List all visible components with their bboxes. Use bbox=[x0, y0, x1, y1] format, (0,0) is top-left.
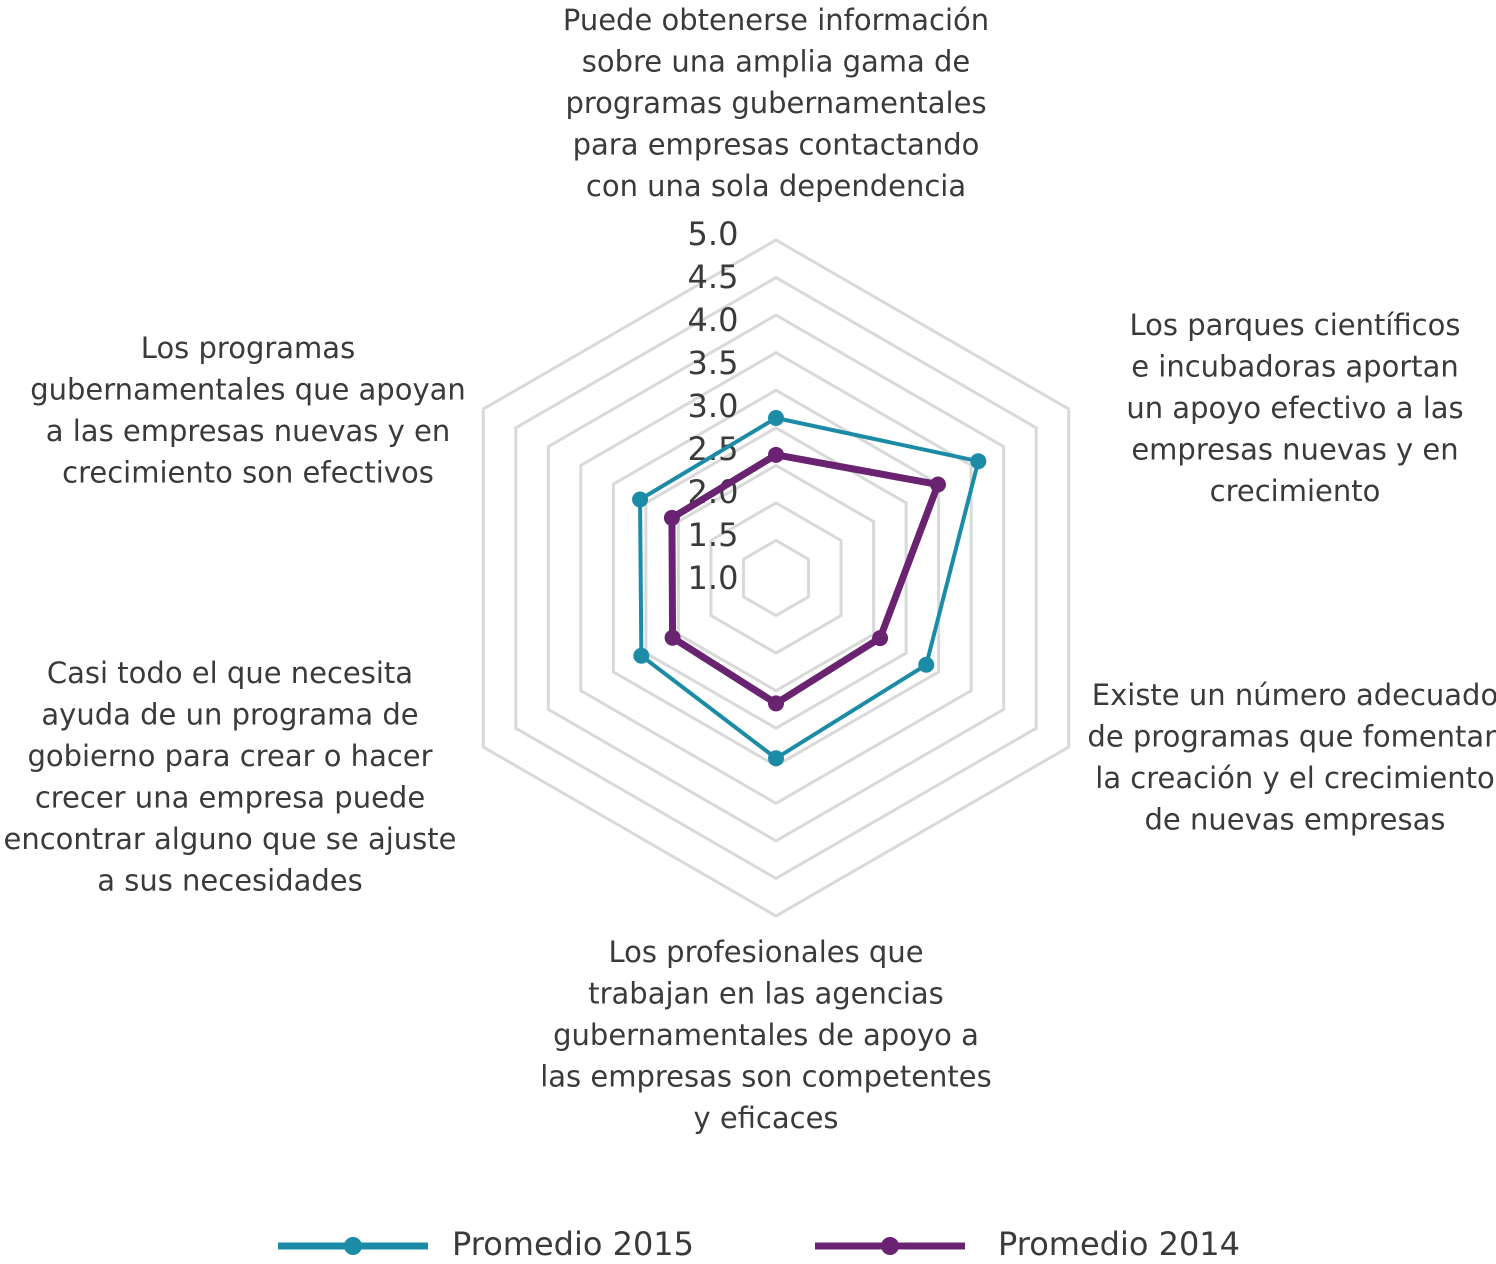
axis-label: Puede obtenerse información bbox=[563, 3, 989, 37]
axis-label: trabajan en las agencias bbox=[588, 977, 944, 1011]
axis-label: sobre una amplia gama de bbox=[582, 45, 971, 79]
data-point bbox=[664, 629, 681, 646]
data-point bbox=[633, 647, 650, 664]
axis-label: con una sola dependencia bbox=[586, 169, 966, 203]
grid-ring bbox=[481, 238, 1071, 918]
data-point bbox=[768, 695, 784, 712]
grid-ring bbox=[514, 275, 1038, 881]
axis-label: para empresas contactando bbox=[573, 128, 980, 162]
data-point bbox=[768, 446, 784, 463]
axis-label: Los programas bbox=[141, 331, 355, 365]
axis-label: programas gubernamentales bbox=[565, 86, 986, 120]
data-point bbox=[768, 750, 784, 767]
data-point bbox=[632, 491, 649, 508]
grid-ring bbox=[546, 313, 1006, 843]
tick-label: 1.0 bbox=[688, 559, 739, 597]
tick-label: 2.5 bbox=[688, 430, 739, 468]
legend-label: Promedio 2015 bbox=[452, 1225, 694, 1263]
axis-label: encontrar alguno que se ajuste bbox=[4, 822, 457, 856]
axis-label: la creación y el crecimiento bbox=[1095, 761, 1494, 795]
tick-label: 1.5 bbox=[688, 516, 739, 554]
axis-label: y eficaces bbox=[693, 1101, 838, 1135]
grid-ring bbox=[741, 538, 811, 618]
tick-label: 3.5 bbox=[688, 344, 739, 382]
data-point bbox=[872, 630, 889, 647]
legend-marker bbox=[344, 1237, 362, 1255]
axis-label: gubernamentales de apoyo a bbox=[553, 1018, 979, 1052]
axis-label: a las empresas nuevas y en bbox=[46, 414, 450, 448]
data-point bbox=[768, 410, 784, 427]
tick-label: 4.0 bbox=[688, 301, 739, 339]
grid-ring bbox=[579, 350, 973, 806]
tick-label: 3.0 bbox=[688, 387, 739, 425]
axis-label: a sus necesidades bbox=[97, 864, 363, 898]
legend-label: Promedio 2014 bbox=[998, 1225, 1240, 1263]
legend-marker bbox=[881, 1237, 899, 1255]
axis-label: Los profesionales que bbox=[608, 935, 923, 969]
axis-label: e incubadoras aportan bbox=[1131, 350, 1459, 384]
axis-label: de programas que fomentan bbox=[1087, 720, 1496, 754]
data-point bbox=[918, 656, 935, 673]
tick-label: 4.5 bbox=[688, 258, 739, 296]
axis-label: crecimiento son efectivos bbox=[62, 456, 434, 490]
axis-label: gobierno para crear o hacer bbox=[27, 739, 432, 773]
grid-ring bbox=[709, 501, 843, 655]
axis-label: crecimiento bbox=[1210, 474, 1381, 508]
axis-label: un apoyo efectivo a las bbox=[1126, 391, 1463, 425]
axis-label: Casi todo el que necesita bbox=[47, 656, 413, 690]
axis-label: ayuda de un programa de bbox=[41, 698, 418, 732]
data-point bbox=[929, 476, 946, 493]
axis-label: Los parques científicos bbox=[1130, 308, 1461, 342]
axis-label: gubernamentales que apoyan bbox=[30, 373, 466, 407]
data-point bbox=[970, 453, 987, 470]
axis-label: de nuevas empresas bbox=[1145, 803, 1446, 837]
axis-label: las empresas son competentes bbox=[540, 1060, 992, 1094]
data-point bbox=[663, 509, 680, 526]
axis-label: empresas nuevas y en bbox=[1131, 433, 1458, 467]
axis-label: Existe un número adecuado bbox=[1092, 678, 1496, 712]
axis-label: crecer una empresa puede bbox=[35, 781, 425, 815]
tick-label: 5.0 bbox=[688, 215, 739, 253]
